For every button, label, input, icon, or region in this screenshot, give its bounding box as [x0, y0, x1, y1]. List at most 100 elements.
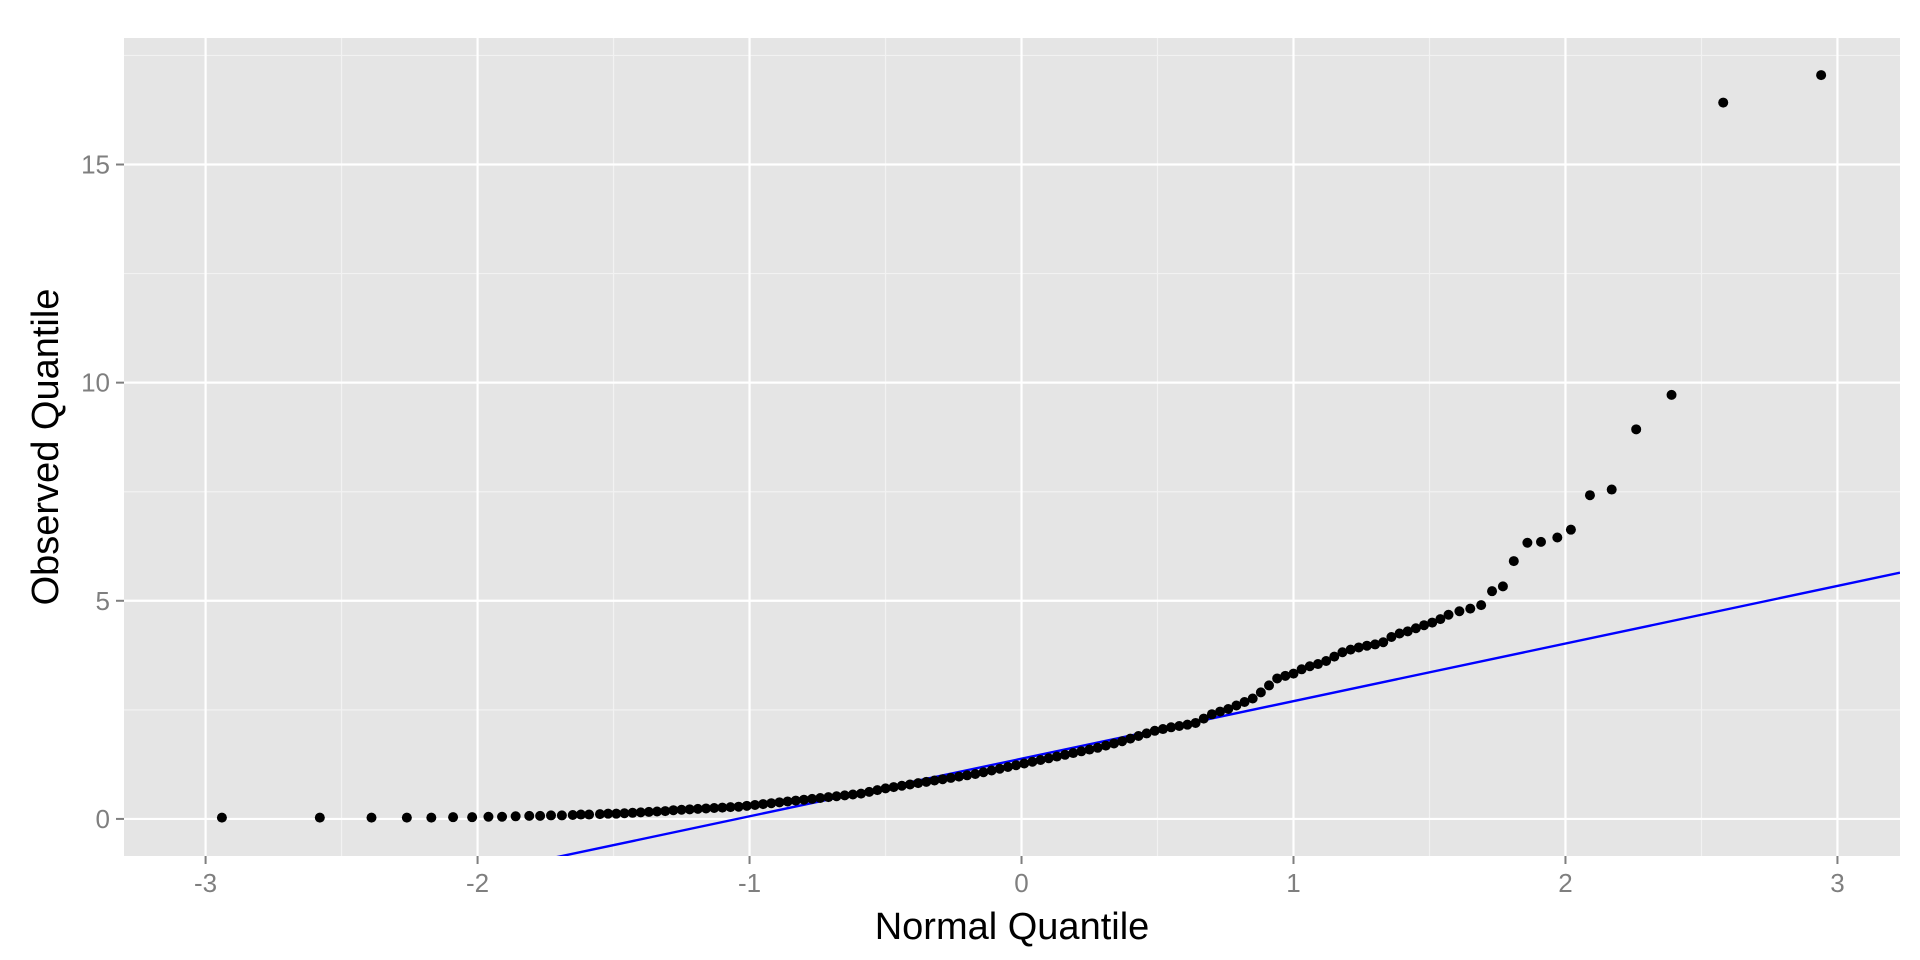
data-point — [1239, 696, 1250, 707]
data-point — [1427, 617, 1438, 628]
y-tick-label: 0 — [96, 804, 110, 834]
data-point — [1565, 524, 1576, 535]
data-point — [314, 812, 325, 823]
data-point — [962, 770, 973, 781]
data-point — [986, 765, 997, 776]
data-point — [790, 795, 801, 806]
data-point — [945, 772, 956, 783]
data-point — [856, 788, 867, 799]
y-tick-label: 5 — [96, 586, 110, 616]
data-point — [758, 799, 769, 810]
data-point — [701, 803, 712, 814]
data-point — [575, 809, 586, 820]
data-point — [774, 797, 785, 808]
data-point — [676, 804, 687, 815]
data-point — [627, 807, 638, 818]
data-point — [749, 799, 760, 810]
data-point — [1223, 703, 1234, 714]
data-point — [1296, 664, 1307, 675]
data-point — [978, 767, 989, 778]
data-point — [524, 810, 535, 821]
major-gridlines — [124, 38, 1900, 856]
data-point — [1345, 644, 1356, 655]
x-axis-title: Normal Quantile — [875, 906, 1150, 948]
data-point — [1816, 70, 1827, 81]
minor-gridlines — [124, 38, 1900, 856]
data-point — [483, 811, 494, 822]
data-point — [401, 812, 412, 823]
data-point — [953, 771, 964, 782]
data-point — [725, 802, 736, 813]
data-point — [921, 776, 932, 787]
data-point — [1321, 655, 1332, 666]
data-point — [880, 783, 891, 794]
x-tick-label: -2 — [466, 868, 489, 898]
x-tick-label: 0 — [1014, 868, 1028, 898]
data-point — [815, 792, 826, 803]
data-point — [1508, 556, 1519, 567]
data-point — [1394, 628, 1405, 639]
data-point — [798, 794, 809, 805]
data-point — [1497, 581, 1508, 592]
x-tick-label: -1 — [738, 868, 761, 898]
data-point — [1043, 753, 1054, 764]
data-point — [692, 803, 703, 814]
data-point — [1076, 746, 1087, 757]
x-tick-label: -3 — [194, 868, 217, 898]
data-point — [1051, 751, 1062, 762]
data-point — [1386, 631, 1397, 642]
data-point — [929, 775, 940, 786]
data-point — [643, 806, 654, 817]
data-point — [807, 793, 818, 804]
data-point — [1337, 647, 1348, 658]
data-point — [1108, 738, 1119, 749]
data-point — [1304, 661, 1315, 672]
data-point — [594, 809, 605, 820]
data-point — [1092, 742, 1103, 753]
data-point — [567, 809, 578, 820]
data-point — [467, 812, 478, 823]
reference-line — [556, 571, 1900, 856]
data-point — [684, 804, 695, 815]
data-point — [448, 812, 459, 823]
data-point — [733, 801, 744, 812]
reference-line-group — [556, 571, 1900, 856]
data-point — [1117, 736, 1128, 747]
data-point — [1141, 728, 1152, 739]
data-point — [888, 782, 899, 793]
data-point — [1329, 651, 1340, 662]
data-point — [1535, 536, 1546, 547]
data-point — [546, 810, 557, 821]
data-point — [1149, 725, 1160, 736]
data-point — [1487, 586, 1498, 597]
data-point — [1133, 731, 1144, 742]
data-point — [652, 806, 663, 817]
data-point — [1068, 748, 1079, 759]
data-point — [1465, 603, 1476, 614]
y-tick-label: 10 — [81, 368, 110, 398]
data-point — [1370, 639, 1381, 650]
data-point — [1174, 720, 1185, 731]
data-point — [1264, 680, 1275, 691]
data-point — [741, 800, 752, 811]
data-point — [1378, 637, 1389, 648]
data-point — [1215, 706, 1226, 717]
x-axis-ticks: -3 -2 -1 0 1 2 3 — [194, 856, 1845, 898]
data-point — [1718, 97, 1729, 108]
data-point — [896, 780, 907, 791]
data-point — [619, 808, 630, 819]
data-point — [1255, 687, 1266, 698]
plot-panel — [124, 38, 1900, 856]
data-point — [611, 808, 622, 819]
data-point — [1027, 756, 1038, 767]
data-points — [216, 70, 1827, 823]
data-point — [1084, 744, 1095, 755]
data-point — [1410, 623, 1421, 634]
data-point — [994, 763, 1005, 774]
data-point — [1231, 700, 1242, 711]
data-point — [366, 812, 377, 823]
y-axis-title: Observed Quantile — [25, 289, 67, 606]
data-point — [782, 796, 793, 807]
data-point — [1035, 755, 1046, 766]
data-point — [1011, 760, 1022, 771]
